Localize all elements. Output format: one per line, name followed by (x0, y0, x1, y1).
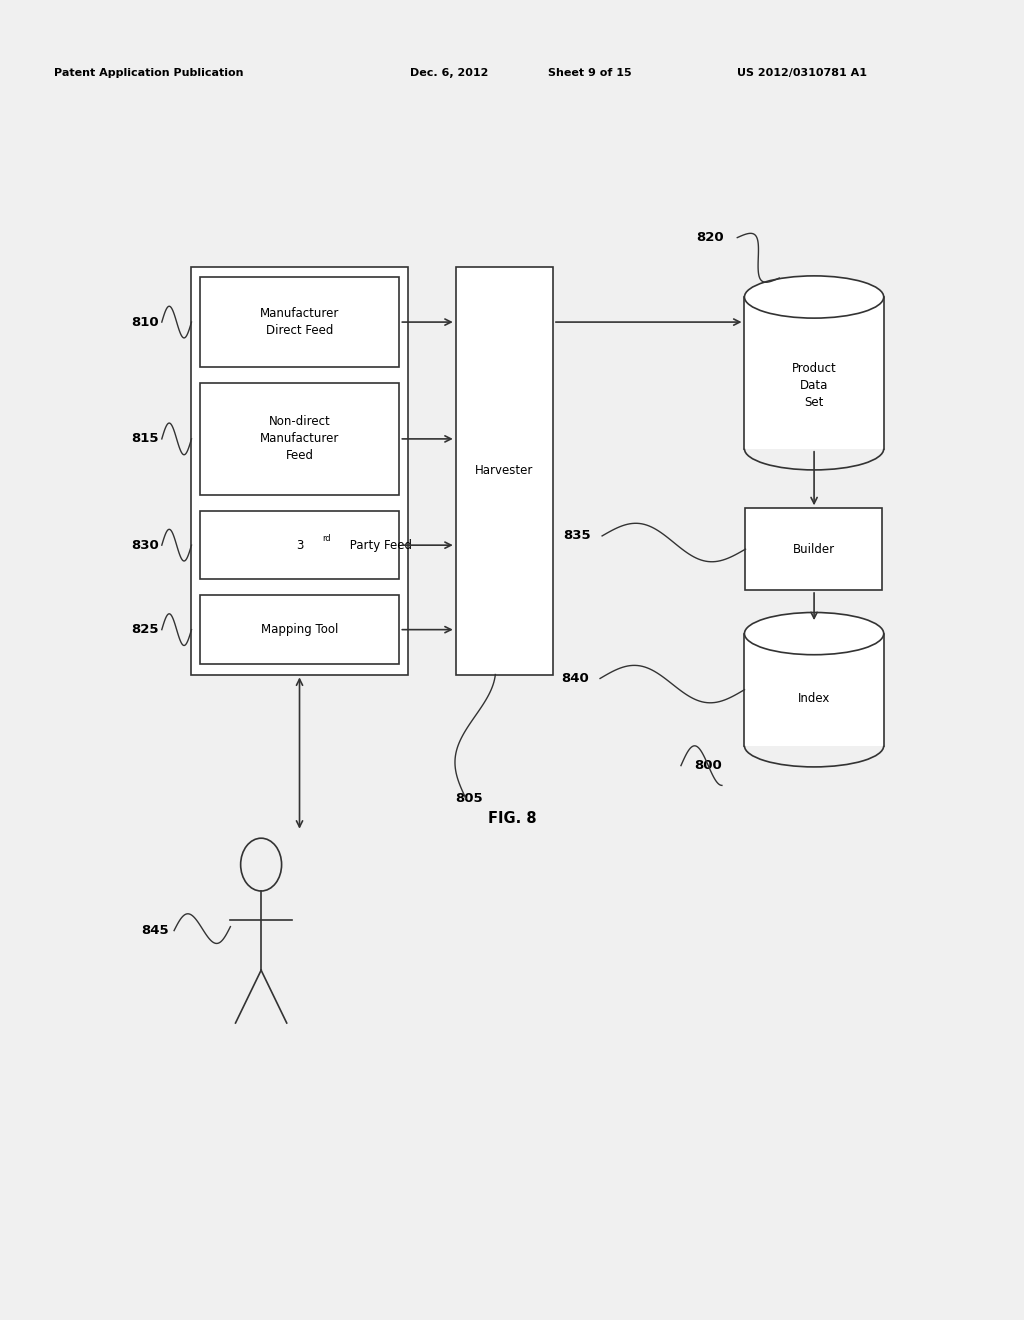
Text: Dec. 6, 2012: Dec. 6, 2012 (410, 67, 488, 78)
Text: 840: 840 (561, 672, 589, 685)
Text: 800: 800 (694, 759, 722, 772)
Ellipse shape (744, 612, 884, 655)
Text: Non-direct
Manufacturer
Feed: Non-direct Manufacturer Feed (260, 416, 339, 462)
Text: 820: 820 (696, 231, 724, 244)
Text: US 2012/0310781 A1: US 2012/0310781 A1 (737, 67, 867, 78)
Bar (200, 383, 399, 495)
Text: Party Feed: Party Feed (345, 539, 412, 552)
Bar (200, 511, 399, 579)
Text: 825: 825 (131, 623, 159, 636)
Bar (745, 508, 882, 590)
Bar (191, 267, 408, 675)
Text: 3: 3 (296, 539, 303, 552)
Bar (200, 595, 399, 664)
Bar (200, 277, 399, 367)
Text: Index: Index (798, 692, 830, 705)
Text: 815: 815 (131, 433, 159, 445)
Text: Product
Data
Set: Product Data Set (792, 362, 837, 409)
Text: 830: 830 (131, 539, 159, 552)
Text: 810: 810 (131, 315, 159, 329)
Text: rd: rd (322, 535, 331, 543)
Bar (744, 634, 884, 746)
Text: 835: 835 (563, 529, 591, 543)
Text: 845: 845 (141, 924, 169, 937)
Text: Manufacturer
Direct Feed: Manufacturer Direct Feed (260, 308, 339, 337)
Text: Builder: Builder (793, 543, 835, 556)
Text: Harvester: Harvester (475, 465, 534, 477)
Ellipse shape (744, 276, 884, 318)
Bar (456, 267, 553, 675)
Text: Sheet 9 of 15: Sheet 9 of 15 (548, 67, 632, 78)
Text: 805: 805 (456, 792, 483, 805)
Text: Patent Application Publication: Patent Application Publication (54, 67, 244, 78)
Bar (744, 297, 884, 449)
Text: FIG. 8: FIG. 8 (487, 810, 537, 826)
Text: Mapping Tool: Mapping Tool (261, 623, 338, 636)
